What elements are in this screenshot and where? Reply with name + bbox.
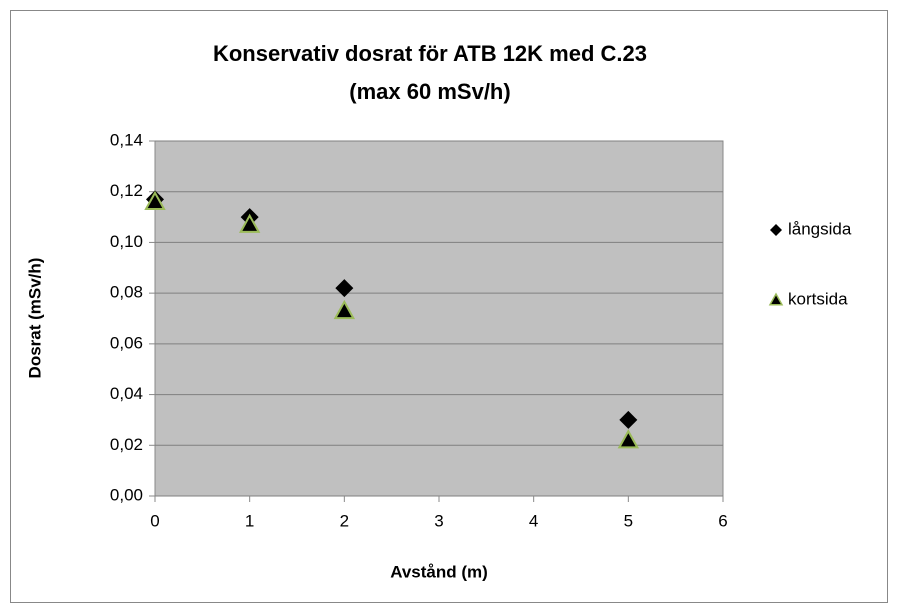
legend-label: långsida: [788, 219, 852, 238]
data-point: [238, 213, 261, 233]
y-tick-label: 0,06: [110, 333, 143, 352]
plot-area: [154, 140, 724, 497]
x-tick-label: 4: [529, 511, 538, 530]
x-tick-label: 2: [340, 511, 349, 530]
x-tick-label: 6: [718, 511, 727, 530]
y-tick-label: 0,08: [110, 283, 143, 302]
chart-title: Konservativ dosrat för ATB 12K med C.23: [213, 41, 647, 66]
chart-subtitle: (max 60 mSv/h): [349, 79, 510, 104]
legend-marker: [768, 292, 784, 306]
data-point: [617, 429, 640, 449]
y-tick-label: 0,10: [110, 232, 143, 251]
y-tick-label: 0,00: [110, 485, 143, 504]
data-point: [619, 410, 638, 429]
y-tick-label: 0,02: [110, 435, 143, 454]
x-tick-label: 1: [245, 511, 254, 530]
legend-marker: [770, 224, 782, 236]
y-tick-label: 0,04: [110, 384, 143, 403]
x-tick-label: 3: [434, 511, 443, 530]
y-tick-label: 0,14: [110, 130, 143, 149]
x-tick-label: 0: [150, 511, 159, 530]
x-tick-label: 5: [624, 511, 633, 530]
data-point: [333, 299, 356, 320]
x-axis-title: Avstånd (m): [390, 562, 488, 581]
data-point: [144, 190, 166, 211]
legend-label: kortsida: [788, 289, 848, 308]
y-axis-title: Dosrat (mSv/h): [25, 258, 44, 379]
y-tick-label: 0,12: [110, 181, 143, 200]
data-point: [335, 279, 354, 298]
